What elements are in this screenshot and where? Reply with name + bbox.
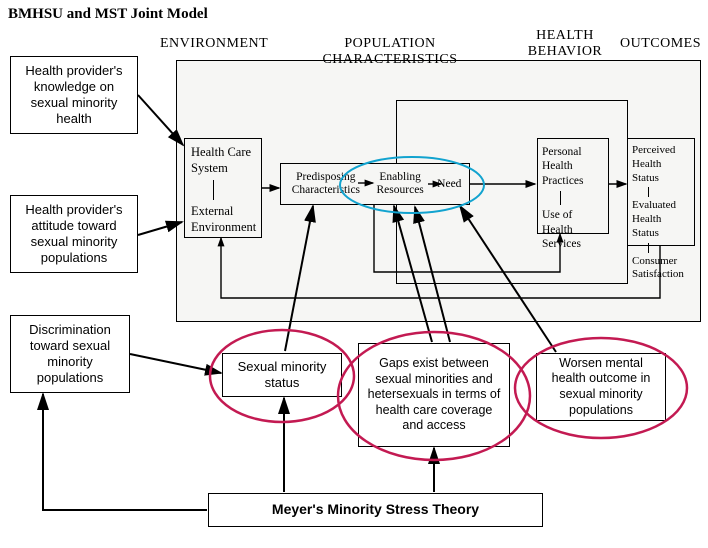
box-discrimination-label: Discrimination toward sexual minority po…: [17, 322, 123, 387]
box-outcomes: Perceived Health Status Evaluated Health…: [627, 138, 695, 246]
heading-outcomes: OUTCOMES: [620, 36, 701, 52]
env-line1: Health Care System: [191, 145, 255, 176]
behavior-line1: Personal Health Practices: [542, 145, 604, 188]
box-gaps-label: Gaps exist between sexual minorities and…: [365, 356, 503, 434]
env-line2: External Environment: [191, 204, 255, 235]
box-environment: Health Care System External Environment: [184, 138, 262, 238]
box-knowledge-label: Health provider's knowledge on sexual mi…: [17, 63, 131, 128]
meyer-feedback: [43, 394, 207, 510]
heading-behavior: HEALTH BEHAVIOR: [520, 28, 610, 60]
box-attitude: Health provider's attitude toward sexual…: [10, 195, 138, 273]
box-knowledge: Health provider's knowledge on sexual mi…: [10, 56, 138, 134]
arrow-discrim-to-status: [130, 354, 221, 373]
page-title: BMHSU and MST Joint Model: [8, 6, 208, 23]
outcomes-line2: Evaluated Health Status: [632, 199, 690, 240]
outcomes-line3: Consumer Satisfaction: [632, 255, 690, 283]
heading-population: POPULATION CHARACTERISTICS: [280, 36, 500, 68]
box-gaps: Gaps exist between sexual minorities and…: [358, 343, 510, 447]
heading-environment: ENVIRONMENT: [160, 36, 268, 52]
box-behavior: Personal Health Practices Use of Health …: [537, 138, 609, 234]
behavior-line2: Use of Health Services: [542, 208, 604, 251]
box-status-label: Sexual minority status: [229, 359, 335, 392]
box-status: Sexual minority status: [222, 353, 342, 397]
pop-enabling: Enabling Resources: [369, 171, 432, 196]
pop-predisposing: Predisposing Characteristics: [285, 171, 367, 196]
box-discrimination: Discrimination toward sexual minority po…: [10, 315, 130, 393]
meyer-label: Meyer's Minority Stress Theory: [272, 501, 479, 519]
box-attitude-label: Health provider's attitude toward sexual…: [17, 202, 131, 267]
box-worsen: Worsen mental health outcome in sexual m…: [536, 353, 666, 421]
pop-need: Need: [434, 177, 465, 191]
outcomes-line1: Perceived Health Status: [632, 144, 690, 185]
box-meyer: Meyer's Minority Stress Theory: [208, 493, 543, 527]
box-worsen-label: Worsen mental health outcome in sexual m…: [543, 356, 659, 419]
box-population: Predisposing Characteristics Enabling Re…: [280, 163, 470, 205]
